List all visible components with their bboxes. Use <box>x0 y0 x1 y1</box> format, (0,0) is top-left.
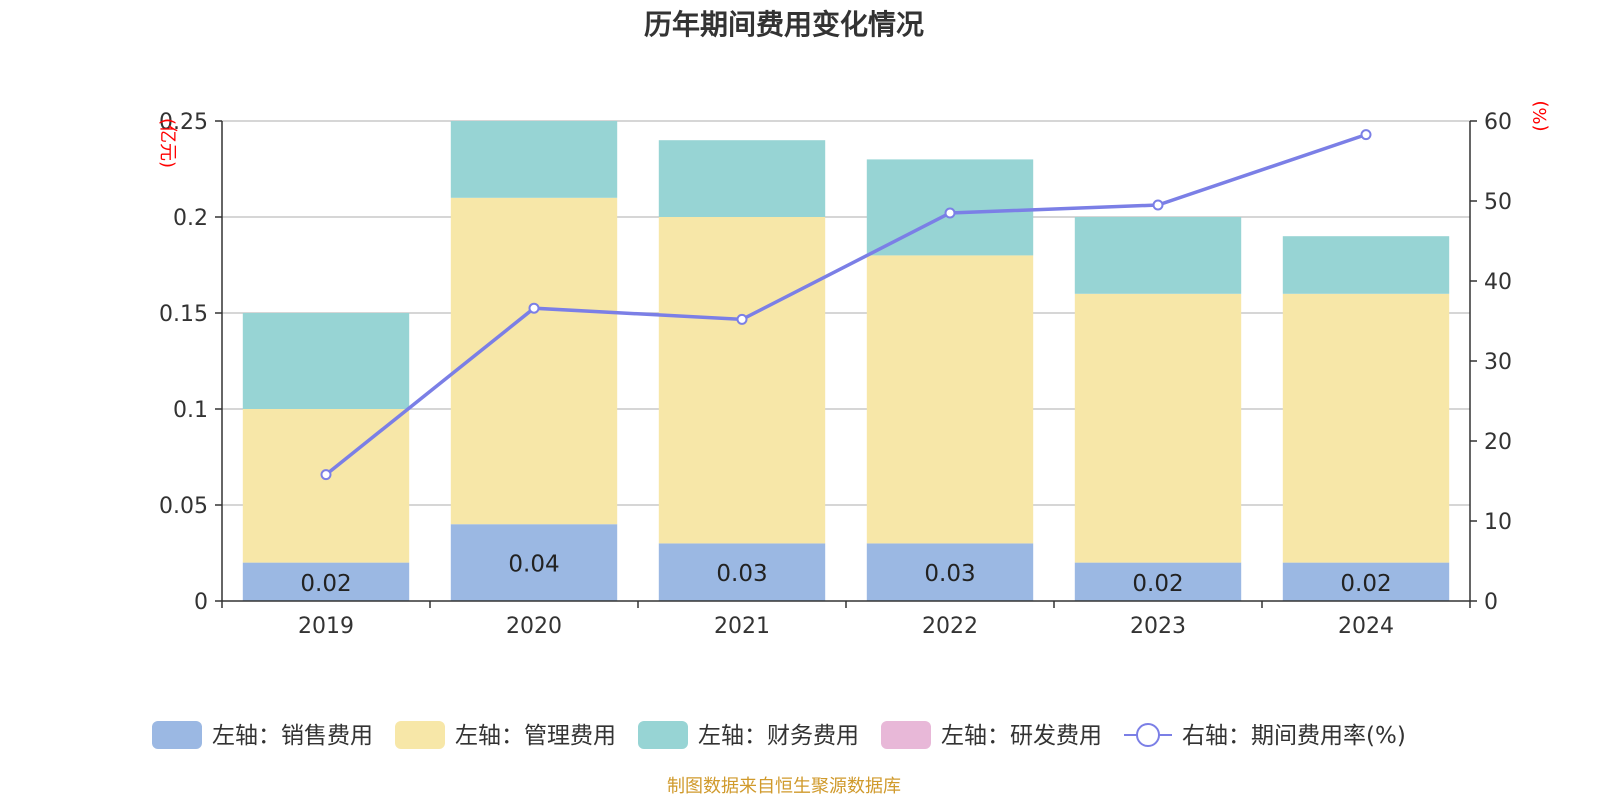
right-tick-label: 50 <box>1484 190 1512 215</box>
bar-segment <box>1074 217 1242 294</box>
x-tick-label: 2022 <box>922 614 978 639</box>
x-tick-label: 2019 <box>298 614 354 639</box>
left-tick-label: 0.25 <box>159 110 208 135</box>
bar-segment <box>242 313 410 409</box>
legend-swatch <box>395 721 445 749</box>
left-tick-label: 0.2 <box>173 206 208 231</box>
legend-swatch <box>152 721 202 749</box>
x-tick-label: 2020 <box>506 614 562 639</box>
chart-title: 历年期间费用变化情况 <box>644 8 924 41</box>
bar-segment <box>658 140 826 217</box>
left-axis-unit-label: (亿元) <box>157 118 178 168</box>
right-tick-label: 30 <box>1484 350 1512 375</box>
bar-data-label: 0.04 <box>508 552 559 578</box>
legend-item[interactable]: 右轴：期间费用率(%) <box>1124 723 1406 749</box>
legend-swatch <box>638 721 688 749</box>
bar-segment <box>866 543 1034 601</box>
right-axis-unit-label: (%) <box>1530 100 1551 131</box>
bars-layer <box>242 121 1450 601</box>
legend-swatch <box>881 721 931 749</box>
line-point <box>320 469 332 481</box>
legend: 左轴：销售费用 左轴：管理费用 左轴：财务费用 左轴：研发费用 右轴：期间费用率(%) <box>152 721 1406 749</box>
legend-label: 右轴：期间费用率(%) <box>1182 723 1406 749</box>
legend-label: 左轴：财务费用 <box>698 723 859 749</box>
bar-segment <box>866 159 1034 256</box>
grid-lines <box>222 120 1470 506</box>
bar-data-label: 0.02 <box>1340 571 1391 597</box>
source-note: 制图数据来自恒生聚源数据库 <box>667 776 901 797</box>
line-point <box>736 313 748 325</box>
right-tick-label: 60 <box>1484 110 1512 135</box>
bar-segment <box>1074 293 1242 563</box>
legend-circle-symbol <box>1136 723 1160 747</box>
bar-segment <box>1282 293 1450 563</box>
line-series <box>324 132 1367 476</box>
legend-label: 左轴：管理费用 <box>455 723 616 749</box>
legend-label: 左轴：销售费用 <box>212 723 373 749</box>
bar-segment <box>242 562 410 601</box>
bar-segment <box>450 524 618 601</box>
bar-segment <box>658 217 826 544</box>
bar-segment <box>450 121 618 198</box>
bar-data-label: 0.02 <box>1132 571 1183 597</box>
legend-label: 左轴：研发费用 <box>941 723 1102 749</box>
bar-segment <box>1282 562 1450 601</box>
legend-item[interactable]: 左轴：销售费用 <box>152 721 373 749</box>
right-tick-label: 10 <box>1484 510 1512 535</box>
x-tick-label: 2021 <box>714 614 770 639</box>
bar-segment <box>866 255 1034 544</box>
bar-segment <box>1074 562 1242 601</box>
line-point <box>528 302 540 314</box>
right-tick-label: 20 <box>1484 430 1512 455</box>
right-tick-label: 40 <box>1484 270 1512 295</box>
left-tick-label: 0.05 <box>159 494 208 519</box>
x-tick-label: 2023 <box>1130 614 1186 639</box>
line-point <box>944 207 956 219</box>
legend-item[interactable]: 左轴：研发费用 <box>881 721 1102 749</box>
line-point <box>1360 129 1372 141</box>
line-point <box>1152 199 1164 211</box>
legend-item[interactable]: 左轴：财务费用 <box>638 721 859 749</box>
x-tick-label: 2024 <box>1338 614 1394 639</box>
bar-segment <box>1282 236 1450 294</box>
left-tick-label: 0.15 <box>159 302 208 327</box>
line-series-layer <box>320 129 1372 481</box>
axes-layer: 0 0.05 0.1 0.15 0.2 0.25 0 10 20 30 40 50 60 2019 2020… <box>159 110 1512 639</box>
right-tick-label: 0 <box>1484 590 1498 615</box>
left-tick-label: 0 <box>194 590 208 615</box>
bar-segment <box>450 197 618 525</box>
data-labels-layer: 0.02 0.04 0.03 0.03 0.02 0.02 <box>300 552 1391 597</box>
bar-data-label: 0.03 <box>716 561 767 587</box>
bar-segment <box>242 409 410 563</box>
legend-item[interactable]: 左轴：管理费用 <box>395 721 616 749</box>
left-tick-label: 0.1 <box>173 398 208 423</box>
bar-data-label: 0.02 <box>300 571 351 597</box>
bar-data-label: 0.03 <box>924 561 975 587</box>
bar-segment <box>658 543 826 601</box>
